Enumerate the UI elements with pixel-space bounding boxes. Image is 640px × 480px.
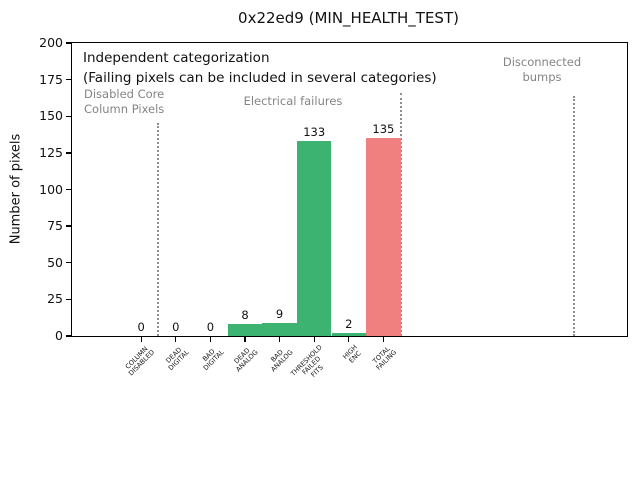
section-divider-line	[400, 93, 402, 336]
y-tick-label: 25	[47, 291, 63, 307]
y-tick-mark	[65, 262, 71, 264]
y-tick-label: 175	[39, 71, 63, 87]
y-tick-label: 0	[55, 328, 63, 343]
x-tick-label: HIGH ENC	[341, 343, 363, 366]
x-tick-mark	[382, 337, 385, 342]
y-tick-label: 50	[47, 254, 63, 270]
y-tick-mark	[65, 115, 71, 117]
bar	[366, 138, 401, 336]
y-tick-mark	[65, 78, 71, 81]
y-tick-mark	[65, 298, 71, 301]
y-axis-label: Number of pixels	[8, 133, 24, 245]
x-tick-label: COLUMN DISABLED	[123, 344, 157, 378]
y-tick-label: 125	[39, 144, 63, 160]
bar-value-label: 0	[206, 320, 215, 334]
y-tick-label: 100	[39, 181, 63, 197]
y-tick-mark	[65, 188, 71, 191]
section-divider-line	[573, 96, 575, 336]
section-label-disconnected-bumps: Disconnected bumps	[502, 55, 582, 84]
x-tick-mark	[175, 337, 177, 342]
x-tick-mark	[348, 337, 350, 342]
bar	[262, 322, 297, 336]
plot-area: 0 0 0 8 9 133 2 135 0 25 50 75 100 125 150 175 200 COLU…	[39, 35, 628, 379]
x-tick-label: TOTAL FAILING	[371, 344, 399, 373]
bar-value-label: 2	[345, 317, 353, 332]
x-tick-mark	[244, 337, 246, 342]
section-label-disabled-core: Disabled Core Column Pixels	[84, 87, 165, 116]
x-tick-mark	[313, 337, 315, 342]
bar-value-label: 133	[303, 125, 326, 140]
y-tick-mark	[65, 42, 71, 44]
x-tick-label: THRESHOLD FAILED FITS	[289, 343, 326, 379]
y-tick-label: 200	[39, 35, 63, 50]
x-tick-mark	[140, 337, 142, 342]
section-label-electrical-failures: Electrical failures	[243, 94, 343, 108]
bar	[331, 333, 367, 336]
chart-title: 0x22ed9 (MIN_HEALTH_TEST)	[238, 9, 459, 27]
note-annotation: Independent categorization (Failing pixe…	[83, 50, 437, 86]
x-tick-label: BAD DIGITAL	[200, 347, 226, 373]
y-tick-mark	[65, 152, 71, 154]
bar-value-label: 8	[241, 308, 249, 323]
bar	[296, 141, 332, 336]
bar	[227, 324, 263, 336]
x-tick-mark	[278, 337, 281, 342]
y-tick-label: 150	[39, 108, 63, 124]
section-divider-line	[157, 123, 159, 336]
bar-value-label: 9	[275, 306, 284, 321]
bar-value-label: 135	[372, 122, 395, 137]
bar-value-label: 0	[172, 320, 180, 334]
bar-value-label: 0	[137, 320, 145, 334]
y-tick-label: 75	[47, 218, 63, 234]
y-tick-mark	[65, 225, 71, 227]
x-tick-label: DEAD DIGITAL	[164, 345, 191, 373]
x-tick-label: DEAD ANALOG	[232, 346, 261, 374]
y-tick-mark	[65, 335, 71, 337]
x-tick-mark	[209, 337, 212, 342]
